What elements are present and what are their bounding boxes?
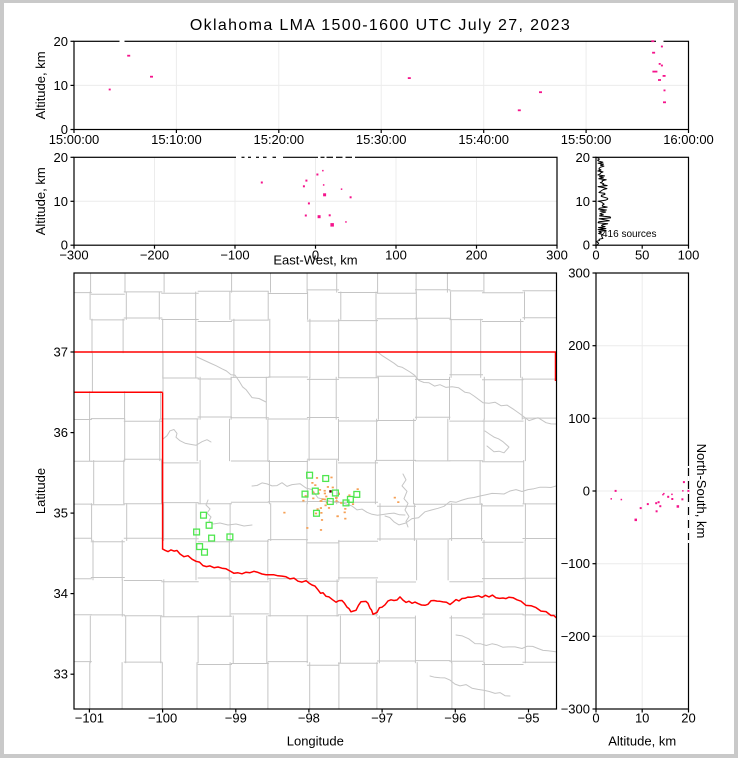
svg-text:100: 100 xyxy=(385,248,407,263)
svg-text:20: 20 xyxy=(54,150,68,165)
svg-text:200: 200 xyxy=(568,338,590,353)
svg-text:Altitude, km: Altitude, km xyxy=(33,167,48,235)
svg-text:−300: −300 xyxy=(561,702,590,717)
svg-text:−200: −200 xyxy=(140,248,169,263)
svg-text:Latitude: Latitude xyxy=(33,468,48,514)
svg-text:15:30:00: 15:30:00 xyxy=(356,132,407,147)
svg-text:15:40:00: 15:40:00 xyxy=(458,132,509,147)
svg-text:0: 0 xyxy=(583,484,590,499)
svg-text:−200: −200 xyxy=(561,629,590,644)
svg-text:Altitude, km: Altitude, km xyxy=(608,734,676,749)
svg-text:Altitude, km: Altitude, km xyxy=(33,51,48,119)
svg-text:20: 20 xyxy=(576,150,590,165)
svg-text:20: 20 xyxy=(54,34,68,49)
svg-text:15:20:00: 15:20:00 xyxy=(253,132,304,147)
svg-text:200: 200 xyxy=(466,248,488,263)
svg-text:300: 300 xyxy=(546,248,568,263)
svg-text:34: 34 xyxy=(54,586,68,601)
svg-text:−97: −97 xyxy=(371,711,393,726)
svg-text:33: 33 xyxy=(54,667,68,682)
svg-text:Oklahoma LMA 1500-1600 UTC Jul: Oklahoma LMA 1500-1600 UTC July 27, 2023 xyxy=(190,17,571,34)
svg-text:0: 0 xyxy=(61,238,68,253)
svg-text:0: 0 xyxy=(61,122,68,137)
svg-text:35: 35 xyxy=(54,506,68,521)
svg-text:−300: −300 xyxy=(59,248,88,263)
svg-text:−96: −96 xyxy=(444,711,466,726)
svg-text:20: 20 xyxy=(681,711,695,726)
svg-text:East-West, km: East-West, km xyxy=(273,253,357,268)
svg-text:37: 37 xyxy=(54,345,68,360)
svg-text:−98: −98 xyxy=(298,711,320,726)
svg-text:15:50:00: 15:50:00 xyxy=(561,132,612,147)
svg-text:−100: −100 xyxy=(220,248,249,263)
svg-text:10: 10 xyxy=(576,194,590,209)
svg-text:300: 300 xyxy=(568,266,590,281)
svg-text:100: 100 xyxy=(678,248,700,263)
svg-text:0: 0 xyxy=(592,248,599,263)
svg-text:North-South, km: North-South, km xyxy=(694,444,709,539)
svg-text:−100: −100 xyxy=(148,711,177,726)
svg-text:416 sources: 416 sources xyxy=(602,229,656,240)
svg-text:0: 0 xyxy=(312,248,319,263)
svg-text:15:10:00: 15:10:00 xyxy=(151,132,202,147)
svg-text:Longitude: Longitude xyxy=(287,734,344,749)
svg-text:−101: −101 xyxy=(75,711,104,726)
svg-text:10: 10 xyxy=(635,711,649,726)
svg-text:36: 36 xyxy=(54,425,68,440)
svg-text:10: 10 xyxy=(54,78,68,93)
svg-text:16:00:00: 16:00:00 xyxy=(663,132,714,147)
svg-text:0: 0 xyxy=(583,238,590,253)
svg-text:15:00:00: 15:00:00 xyxy=(49,132,100,147)
svg-text:100: 100 xyxy=(568,411,590,426)
svg-text:0: 0 xyxy=(592,711,599,726)
svg-text:−95: −95 xyxy=(517,711,539,726)
svg-text:−100: −100 xyxy=(561,556,590,571)
svg-text:10: 10 xyxy=(54,194,68,209)
svg-text:50: 50 xyxy=(635,248,649,263)
svg-text:−99: −99 xyxy=(225,711,247,726)
